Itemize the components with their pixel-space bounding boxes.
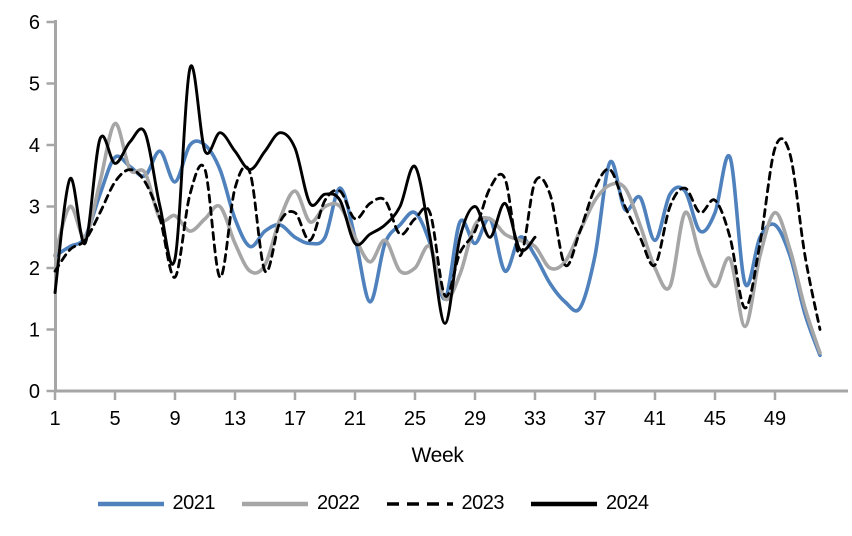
legend-item-2024: 2024 xyxy=(530,492,649,515)
y-axis-tick-label: 4 xyxy=(29,135,40,157)
x-axis-tick-label: 21 xyxy=(344,408,366,430)
y-axis-tick-label: 6 xyxy=(29,12,40,34)
legend-swatch-2024-icon xyxy=(531,501,597,506)
x-axis-tick-label: 37 xyxy=(584,408,606,430)
legend-swatch-2023-icon xyxy=(386,501,453,506)
series-line-2023 xyxy=(53,137,822,331)
legend: 2021 2022 2023 2024 xyxy=(0,492,745,515)
x-axis-tick-label: 45 xyxy=(704,408,726,430)
x-axis-tick-label: 41 xyxy=(644,408,666,430)
legend-label-2023: 2023 xyxy=(461,492,505,514)
series-line-2024 xyxy=(53,64,537,325)
x-axis-tick-label: 5 xyxy=(109,408,120,430)
legend-label-2022: 2022 xyxy=(317,492,360,514)
series-line-2022 xyxy=(53,121,822,355)
legend-swatch-2022-icon xyxy=(242,501,308,506)
legend-item-2021: 2021 xyxy=(97,492,216,515)
x-axis-tick-label: 33 xyxy=(524,408,546,430)
x-axis-tick-label: 9 xyxy=(169,408,180,430)
x-axis-tick-label: 29 xyxy=(464,408,486,430)
y-axis-tick-label: 0 xyxy=(29,381,40,403)
legend-swatch-2021-icon xyxy=(97,501,164,506)
x-axis-tick-label: 13 xyxy=(224,408,246,430)
legend-item-2023: 2023 xyxy=(386,492,505,515)
legend-label-2024: 2024 xyxy=(606,492,649,514)
y-axis-tick-label: 3 xyxy=(29,197,40,219)
x-axis-title: Week xyxy=(411,444,464,467)
x-axis-tick-label: 17 xyxy=(284,408,306,430)
y-axis-tick-label: 1 xyxy=(29,320,40,342)
x-axis-tick-label: 1 xyxy=(49,408,60,430)
x-axis-tick-label: 25 xyxy=(404,408,426,430)
y-axis-tick-label: 2 xyxy=(29,258,40,280)
legend-label-2021: 2021 xyxy=(172,492,216,514)
legend-item-2022: 2022 xyxy=(241,492,360,515)
x-axis-tick-label: 49 xyxy=(764,408,786,430)
y-axis-tick-label: 5 xyxy=(29,74,40,96)
